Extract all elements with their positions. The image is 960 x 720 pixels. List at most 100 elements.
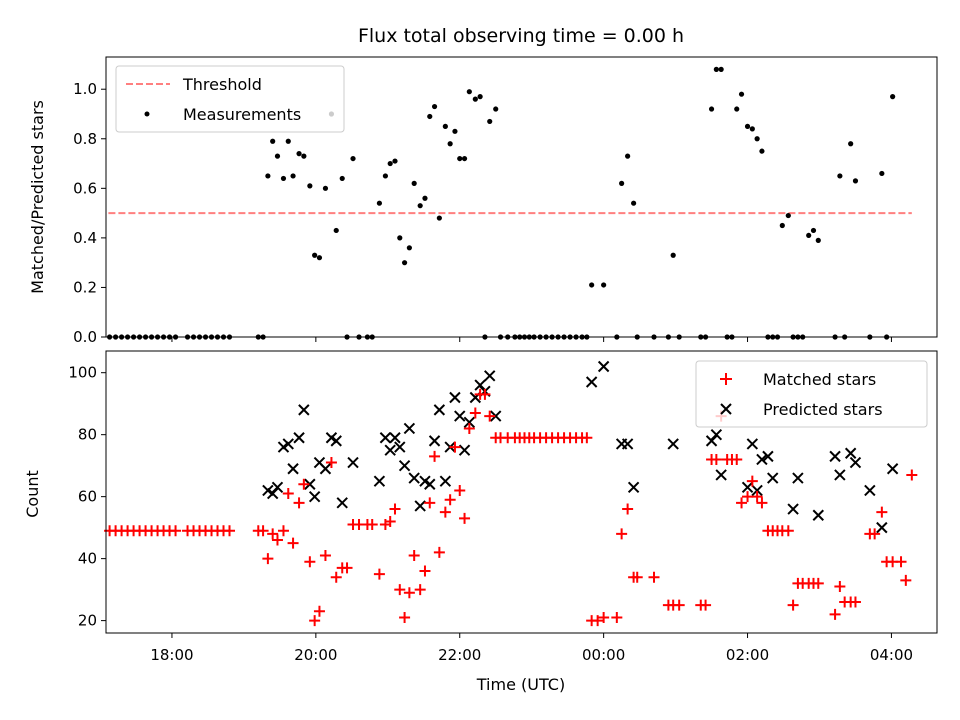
measurement-point: [749, 126, 755, 132]
bottom-xtick-label: 18:00: [150, 646, 193, 664]
matched-star-point: [389, 503, 401, 515]
bottom-legend: Matched stars Predicted stars: [695, 360, 928, 428]
measurement-point: [436, 215, 442, 221]
measurement-point: [631, 200, 637, 206]
predicted-star-point: [298, 404, 310, 416]
matched-star-point: [439, 506, 451, 518]
measurement-point: [274, 153, 281, 159]
predicted-star-point: [490, 410, 502, 422]
top-panel: Flux total observing time = 0.00 h Match…: [28, 25, 938, 346]
legend-matched-swatch: [720, 373, 732, 385]
matched-star-point: [419, 565, 431, 577]
measurement-point: [406, 245, 412, 251]
measurement-point: [744, 123, 751, 129]
matched-stars-series: [104, 388, 918, 627]
measurement-point: [625, 153, 631, 159]
matched-star-point: [611, 612, 623, 624]
matched-star-point: [592, 615, 604, 627]
predicted-star-point: [484, 370, 496, 382]
matched-star-point: [394, 584, 406, 596]
measurement-point: [837, 173, 843, 179]
matched-star-point: [298, 478, 310, 490]
measurement-point: [670, 252, 676, 258]
top-legend-box: [115, 65, 345, 133]
matched-star-point: [631, 571, 643, 583]
predicted-star-point: [812, 509, 824, 521]
matched-star-point: [895, 556, 907, 568]
bottom-xtick-label: 04:00: [870, 646, 913, 664]
predicted-star-point: [379, 432, 392, 444]
matched-star-point: [277, 525, 289, 537]
measurement-point: [472, 96, 478, 102]
bottom-legend-box: [695, 360, 928, 428]
matched-star-point: [429, 450, 441, 462]
predicted-star-point: [756, 453, 768, 466]
measurements-series: [106, 66, 896, 340]
predicted-star-point: [864, 484, 876, 497]
measurement-point: [339, 175, 345, 182]
matched-star-point: [271, 534, 283, 546]
predicted-star-point: [308, 490, 321, 503]
measurement-point: [431, 103, 438, 110]
measurement-point: [852, 178, 859, 184]
measurement-point: [785, 212, 791, 219]
matched-star-point: [309, 615, 321, 627]
matched-star-point: [869, 528, 881, 540]
matched-star-point: [756, 497, 768, 509]
bottom-ytick-label: 40: [78, 550, 97, 568]
bottom-panel-xaxis: 18:00 20:00 22:00 00:00 02:00 04:00: [150, 633, 913, 664]
predicted-star-point: [876, 521, 888, 534]
measurement-point: [457, 155, 463, 162]
predicted-star-point: [767, 472, 779, 484]
matched-star-point: [746, 475, 758, 487]
matched-star-point: [834, 581, 846, 593]
matched-star-point: [304, 556, 316, 568]
bottom-ytick-label: 100: [68, 364, 97, 382]
measurement-point: [589, 282, 595, 288]
measurement-point: [397, 235, 403, 241]
matched-star-point: [731, 453, 743, 465]
predicted-star-point: [710, 428, 723, 441]
measurement-point: [312, 252, 318, 258]
measurement-point: [452, 128, 458, 134]
predicted-star-point: [762, 450, 774, 463]
top-ytick-label: 0.6: [73, 179, 97, 197]
measurement-point: [879, 170, 885, 177]
matched-star-point: [224, 525, 236, 537]
matched-star-point: [581, 432, 593, 444]
predicted-star-point: [424, 478, 436, 490]
top-panel-yaxis: 0.0 0.2 0.4 0.6 0.8 1.0: [73, 80, 106, 346]
predicted-star-point: [454, 410, 466, 422]
predicted-star-point: [746, 438, 759, 450]
predicted-star-point: [330, 435, 342, 447]
matched-star-point: [384, 515, 396, 527]
measurement-point: [493, 106, 499, 112]
matched-star-point: [433, 546, 445, 558]
measurement-point: [333, 227, 339, 234]
legend-measurements-swatch: [144, 111, 150, 117]
measurement-point: [718, 66, 724, 72]
bottom-panel-xlabel: Time (UTC): [476, 675, 565, 694]
matched-star-point: [366, 519, 378, 531]
top-panel-frame: [105, 56, 938, 338]
legend-predicted-label: Predicted stars: [763, 400, 883, 419]
predicted-star-point: [463, 416, 476, 428]
top-ytick-label: 0.0: [73, 328, 97, 346]
measurement-point: [477, 94, 483, 100]
predicted-star-point: [787, 503, 799, 515]
bottom-xtick-label: 20:00: [294, 646, 337, 664]
matched-star-point: [622, 503, 634, 515]
predicted-star-point: [384, 444, 396, 456]
matched-star-point: [403, 587, 415, 599]
predicted-star-point: [886, 463, 899, 475]
measurement-point: [401, 260, 408, 266]
measurement-point: [382, 173, 388, 179]
measurement-point: [376, 200, 383, 206]
measurement-point: [734, 106, 740, 112]
predicted-star-point: [449, 391, 461, 404]
predicted-star-point: [403, 422, 416, 435]
top-legend: Threshold Measurements: [115, 65, 345, 133]
measurement-point: [754, 136, 760, 142]
matched-star-point: [829, 608, 841, 620]
predicted-star-point: [844, 447, 857, 459]
